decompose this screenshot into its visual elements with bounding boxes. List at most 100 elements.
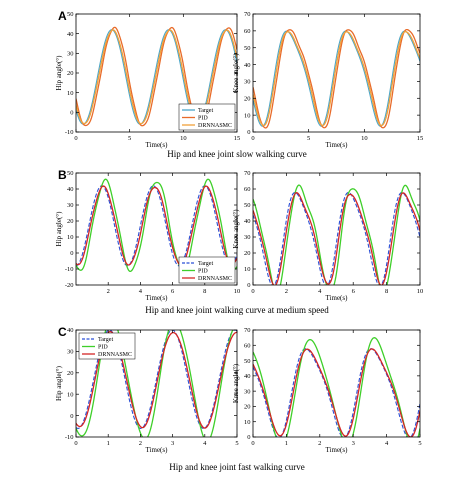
plot-frame: [75, 329, 238, 438]
x-axis-label: Time(s): [146, 141, 169, 149]
y-tick-label: 70: [244, 11, 251, 18]
x-tick-label: 0: [251, 440, 254, 447]
plot-frame: [252, 13, 421, 133]
plot-frame: [252, 329, 421, 438]
x-axis-label: Time(s): [326, 141, 349, 149]
chart-A-2: 0 5 10 15 0 10 20 30 40 50 60 70 Time(s) Knee angle(°…: [232, 11, 423, 149]
x-tick-label: 1: [107, 440, 110, 447]
y-tick-label: -10: [65, 129, 74, 136]
legend-label-drnnasmc: DRNNASMC: [98, 352, 132, 358]
y-tick-label: 60: [244, 186, 251, 193]
x-tick-label: 4: [139, 288, 143, 295]
legend-label-drnnasmc: DRNNASMC: [198, 123, 232, 129]
plot-frame: [252, 172, 421, 286]
y-tick-label: 20: [67, 70, 74, 77]
x-tick-label: 2: [318, 440, 321, 447]
series-line-drnnasmc: [76, 185, 237, 266]
y-tick-label: 10: [67, 90, 74, 97]
y-tick-label: 0: [247, 434, 250, 441]
x-tick-label: 8: [203, 288, 206, 295]
x-tick-label: 5: [307, 135, 310, 142]
y-tick-label: 70: [244, 327, 251, 334]
series-line-target: [76, 330, 237, 429]
series-line-drnnasmc: [253, 348, 420, 437]
x-tick-label: 4: [318, 288, 322, 295]
y-tick-label: 30: [244, 234, 251, 241]
x-tick-label: 10: [361, 135, 368, 142]
series-line-target: [76, 29, 237, 125]
chart-B-1: 2 4 6 8 10 -20 -10 0 10 20 30 40 50 Time(s) Hip angle(…: [55, 170, 240, 302]
x-tick-label: 6: [352, 288, 356, 295]
panel-label-C: C: [58, 325, 67, 339]
y-axis-label: Knee angle(°): [232, 53, 240, 93]
series-line-pid: [253, 184, 420, 285]
y-tick-label: 10: [244, 266, 251, 273]
y-tick-label: -20: [65, 282, 74, 289]
y-tick-label: 20: [244, 250, 251, 257]
series-line-drnnasmc: [76, 29, 237, 125]
y-tick-label: 50: [244, 358, 251, 365]
panel-label-B: B: [58, 168, 67, 182]
x-tick-label: 2: [139, 440, 142, 447]
x-tick-label: 5: [235, 440, 238, 447]
x-tick-label: 3: [352, 440, 355, 447]
y-tick-label: 40: [67, 186, 74, 193]
series-line-drnnasmc: [253, 31, 420, 127]
y-tick-label: 0: [247, 129, 250, 136]
y-tick-label: 60: [244, 28, 251, 35]
y-tick-label: 20: [244, 95, 251, 102]
y-tick-label: 40: [67, 31, 74, 38]
y-tick-label: 60: [244, 342, 251, 349]
y-tick-label: 50: [244, 45, 251, 52]
x-axis-label: Time(s): [146, 446, 169, 454]
y-tick-label: 40: [244, 373, 251, 380]
y-tick-label: 20: [67, 218, 74, 225]
x-tick-label: 2: [107, 288, 110, 295]
y-axis-label: Knee angle(°): [232, 363, 240, 403]
y-tick-label: 10: [244, 419, 251, 426]
legend-label-target: Target: [198, 108, 213, 114]
y-tick-label: 0: [70, 110, 73, 117]
y-tick-label: 40: [67, 327, 74, 334]
x-axis-label: Time(s): [326, 294, 349, 302]
legend-label-pid: PID: [198, 116, 208, 122]
plot-frame: [75, 172, 238, 286]
legend-label-pid: PID: [198, 269, 208, 275]
x-tick-label: 2: [285, 288, 288, 295]
x-tick-label: 0: [251, 288, 254, 295]
x-tick-label: 4: [203, 440, 207, 447]
x-axis-label: Time(s): [326, 446, 349, 454]
y-axis-label: Hip angle(°): [55, 55, 63, 91]
series-line-drnnasmc: [253, 192, 420, 285]
x-tick-label: 10: [234, 288, 241, 295]
x-tick-label: 3: [171, 440, 174, 447]
series-line-pid: [253, 28, 420, 129]
x-tick-label: 6: [171, 288, 175, 295]
x-axis-label: Time(s): [146, 294, 169, 302]
y-tick-label: 20: [244, 404, 251, 411]
x-tick-label: 8: [385, 288, 388, 295]
y-axis-label: Knee angle(°): [232, 209, 240, 249]
y-tick-label: -10: [65, 434, 74, 441]
legend-label-drnnasmc: DRNNASMC: [198, 276, 232, 282]
series-line-pid: [76, 26, 237, 127]
series-line-target: [253, 30, 420, 127]
y-tick-label: 0: [70, 413, 73, 420]
x-tick-label: 10: [417, 288, 424, 295]
series-line-target: [253, 191, 420, 285]
y-tick-label: 30: [67, 202, 74, 209]
x-tick-label: 5: [128, 135, 131, 142]
y-tick-label: 50: [244, 202, 251, 209]
panel-caption-C: Hip and knee joint fast walking curve: [169, 462, 304, 472]
legend-label-pid: PID: [98, 345, 108, 351]
y-tick-label: 50: [67, 11, 74, 18]
y-tick-label: 40: [244, 218, 251, 225]
y-tick-label: -10: [65, 266, 74, 273]
y-tick-label: 70: [244, 170, 251, 177]
x-tick-label: 4: [385, 440, 389, 447]
x-tick-label: 0: [74, 440, 77, 447]
